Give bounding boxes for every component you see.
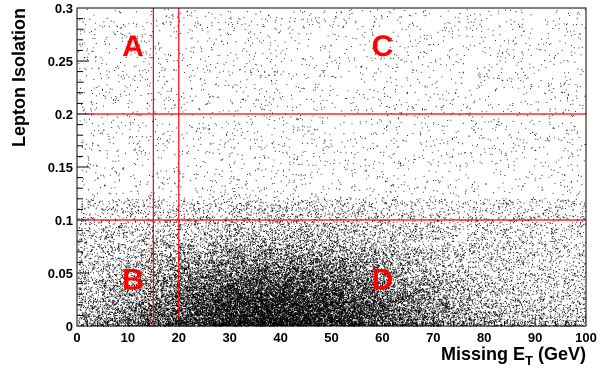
x-axis-title-subscript: T <box>525 353 533 368</box>
cut-lines <box>77 8 586 326</box>
y-tick-label: 0.1 <box>55 213 73 228</box>
y-tick-label: 0.05 <box>48 266 73 281</box>
region-label-d: D <box>372 263 394 296</box>
x-tick-label: 60 <box>375 330 389 345</box>
y-axis-ticks: 0 0.05 0.1 0.15 0.2 0.25 0.3 <box>48 1 89 334</box>
y-tick-label: 0.3 <box>55 1 73 16</box>
x-tick-label: 10 <box>121 330 135 345</box>
x-axis-ticks: 0 10 20 30 40 50 60 70 80 90 100 <box>73 317 597 345</box>
y-tick-label: 0.15 <box>48 160 73 175</box>
x-axis-title: Missing ET (GeV) <box>441 344 586 368</box>
region-label-a: A <box>122 30 144 63</box>
x-tick-label: 70 <box>426 330 440 345</box>
y-tick-label: 0 <box>66 319 73 334</box>
region-label-c: C <box>372 30 394 63</box>
x-tick-label: 50 <box>324 330 338 345</box>
x-tick-label: 90 <box>528 330 542 345</box>
x-tick-label: 30 <box>222 330 236 345</box>
x-tick-label: 100 <box>575 330 597 345</box>
y-axis-title: Lepton Isolation <box>9 8 29 147</box>
x-tick-label: 0 <box>73 330 80 345</box>
x-tick-label: 20 <box>172 330 186 345</box>
y-tick-label: 0.2 <box>55 107 73 122</box>
x-tick-label: 40 <box>273 330 287 345</box>
region-label-b: B <box>122 263 144 296</box>
region-labels: A C B D <box>122 30 393 296</box>
x-tick-label: 80 <box>477 330 491 345</box>
y-tick-label: 0.25 <box>48 54 73 69</box>
x-axis-title-main: Missing E <box>441 344 525 364</box>
x-axis-title-unit: (GeV) <box>533 344 586 364</box>
